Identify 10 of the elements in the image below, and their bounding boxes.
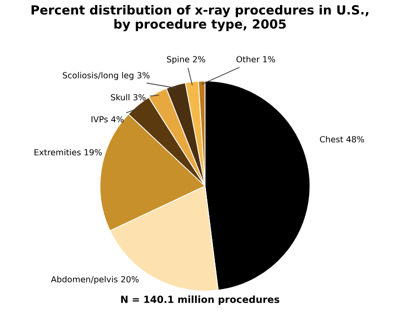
slice-label: Spine 2%	[166, 56, 206, 64]
slice-label: Abdomen/pelvis 20%	[50, 276, 139, 284]
slice-label: Scoliosis/long leg 3%	[62, 72, 150, 80]
text: N = 140.1 million procedures	[121, 296, 280, 305]
slice-label: Extremities 19%	[34, 148, 102, 156]
slice-label: Skull 3%	[110, 94, 146, 100]
slice-label: IVPs 4%	[92, 116, 124, 122]
slice-label: Chest 48%	[320, 136, 364, 142]
chart-title: Percent distribution of x-ray procedures in U.S., by procedure type, 2005	[32, 4, 368, 32]
slice-label: Other 1%	[236, 56, 276, 62]
